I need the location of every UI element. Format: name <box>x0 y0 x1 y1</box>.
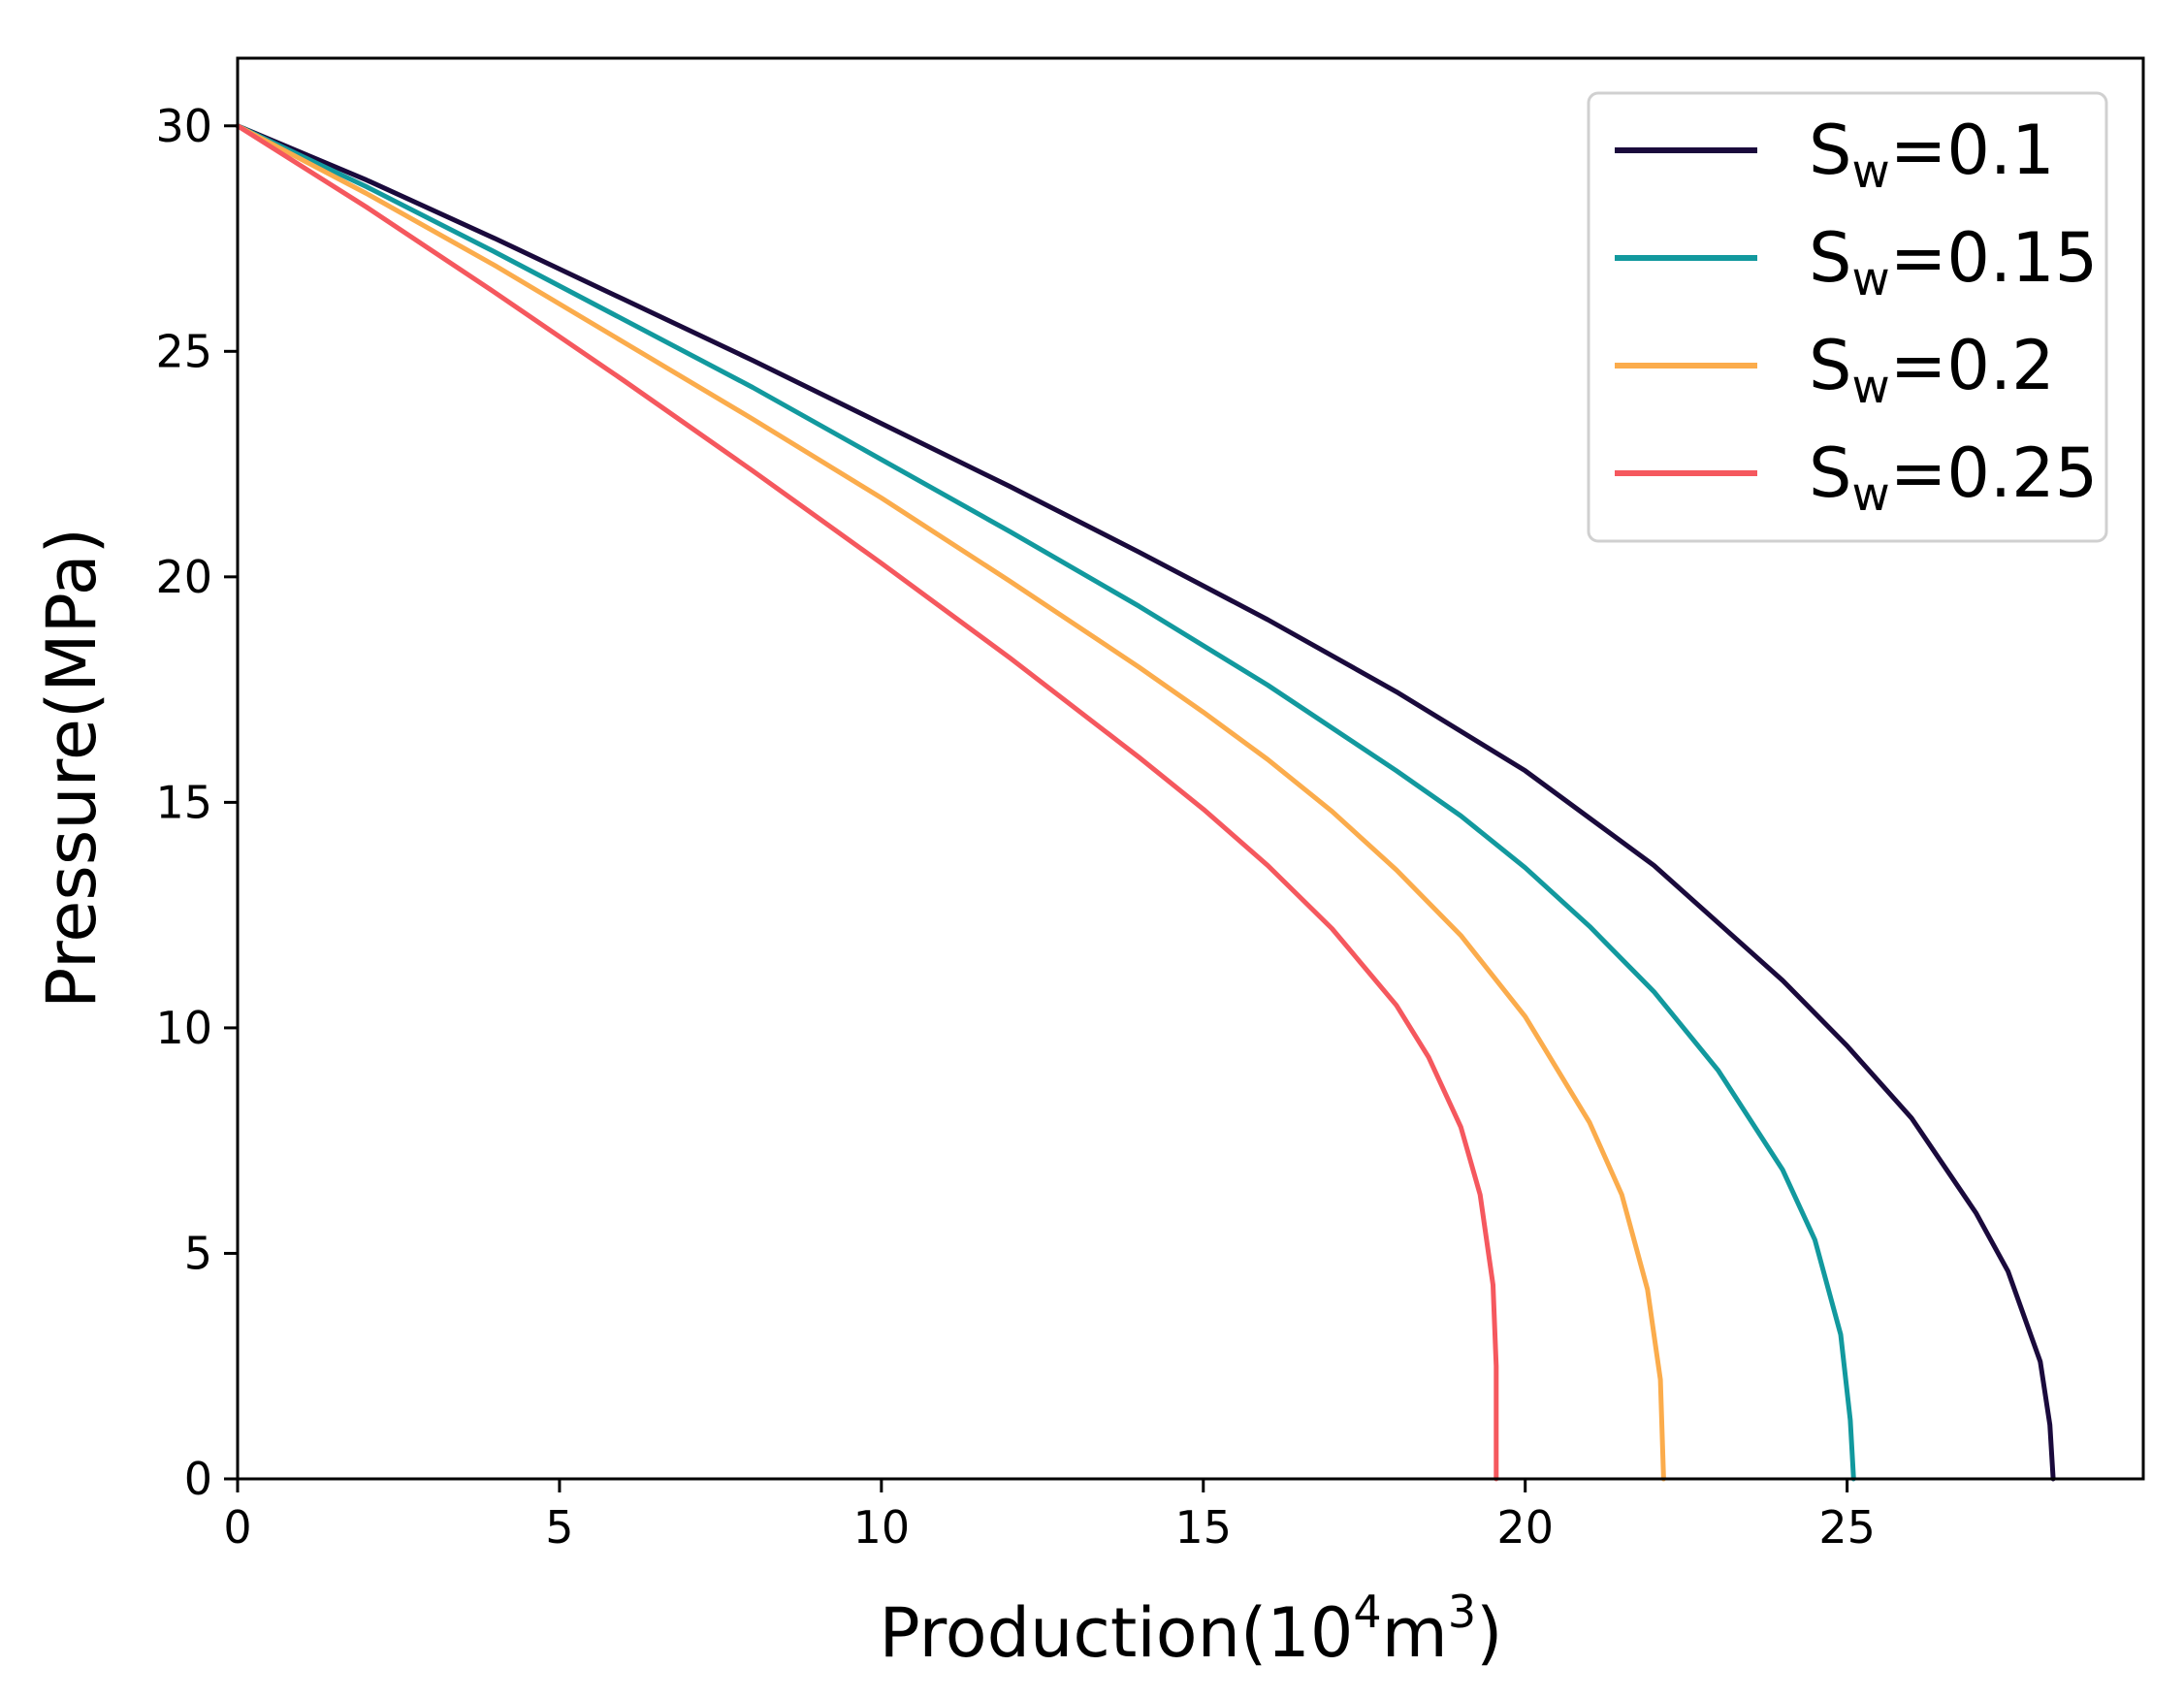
legend-label-2: Sw=0.15 <box>1809 218 2098 306</box>
x-tick-label: 10 <box>853 1501 911 1554</box>
y-tick-label: 30 <box>155 100 212 152</box>
y-axis-ticks: 0 5 10 15 20 25 30 <box>155 100 238 1505</box>
y-tick-label: 25 <box>155 325 212 377</box>
y-axis-title: Pressure(MPa) <box>32 528 112 1009</box>
series-line-3 <box>235 123 1666 1482</box>
series-line-1 <box>235 123 2056 1482</box>
x-tick-label: 15 <box>1175 1501 1233 1554</box>
x-tick-label: 20 <box>1496 1501 1554 1554</box>
series-lines <box>235 123 2056 1482</box>
x-tick-label: 0 <box>223 1501 251 1554</box>
series-line-2 <box>235 123 1856 1482</box>
y-tick-label: 10 <box>155 1002 212 1054</box>
x-axis-ticks: 0 5 10 15 20 25 <box>223 1479 1876 1554</box>
y-tick-label: 0 <box>184 1453 212 1505</box>
legend-box <box>1587 91 2108 543</box>
x-axis-title: Production(104m3) <box>880 1586 1503 1673</box>
x-tick-label: 5 <box>545 1501 573 1554</box>
series-line-4 <box>235 123 1499 1482</box>
legend-label-4: Sw=0.25 <box>1809 433 2098 522</box>
legend-label-1: Sw=0.1 <box>1809 111 2055 199</box>
y-tick-label: 20 <box>155 551 212 603</box>
x-tick-label: 25 <box>1818 1501 1876 1554</box>
legend: Sw=0.1 Sw=0.15 Sw=0.2 Sw=0.25 <box>1587 91 2108 543</box>
plot-frame <box>236 56 2145 1481</box>
legend-label-3: Sw=0.2 <box>1809 326 2055 414</box>
y-tick-label: 5 <box>184 1227 212 1279</box>
y-tick-label: 15 <box>155 776 212 828</box>
